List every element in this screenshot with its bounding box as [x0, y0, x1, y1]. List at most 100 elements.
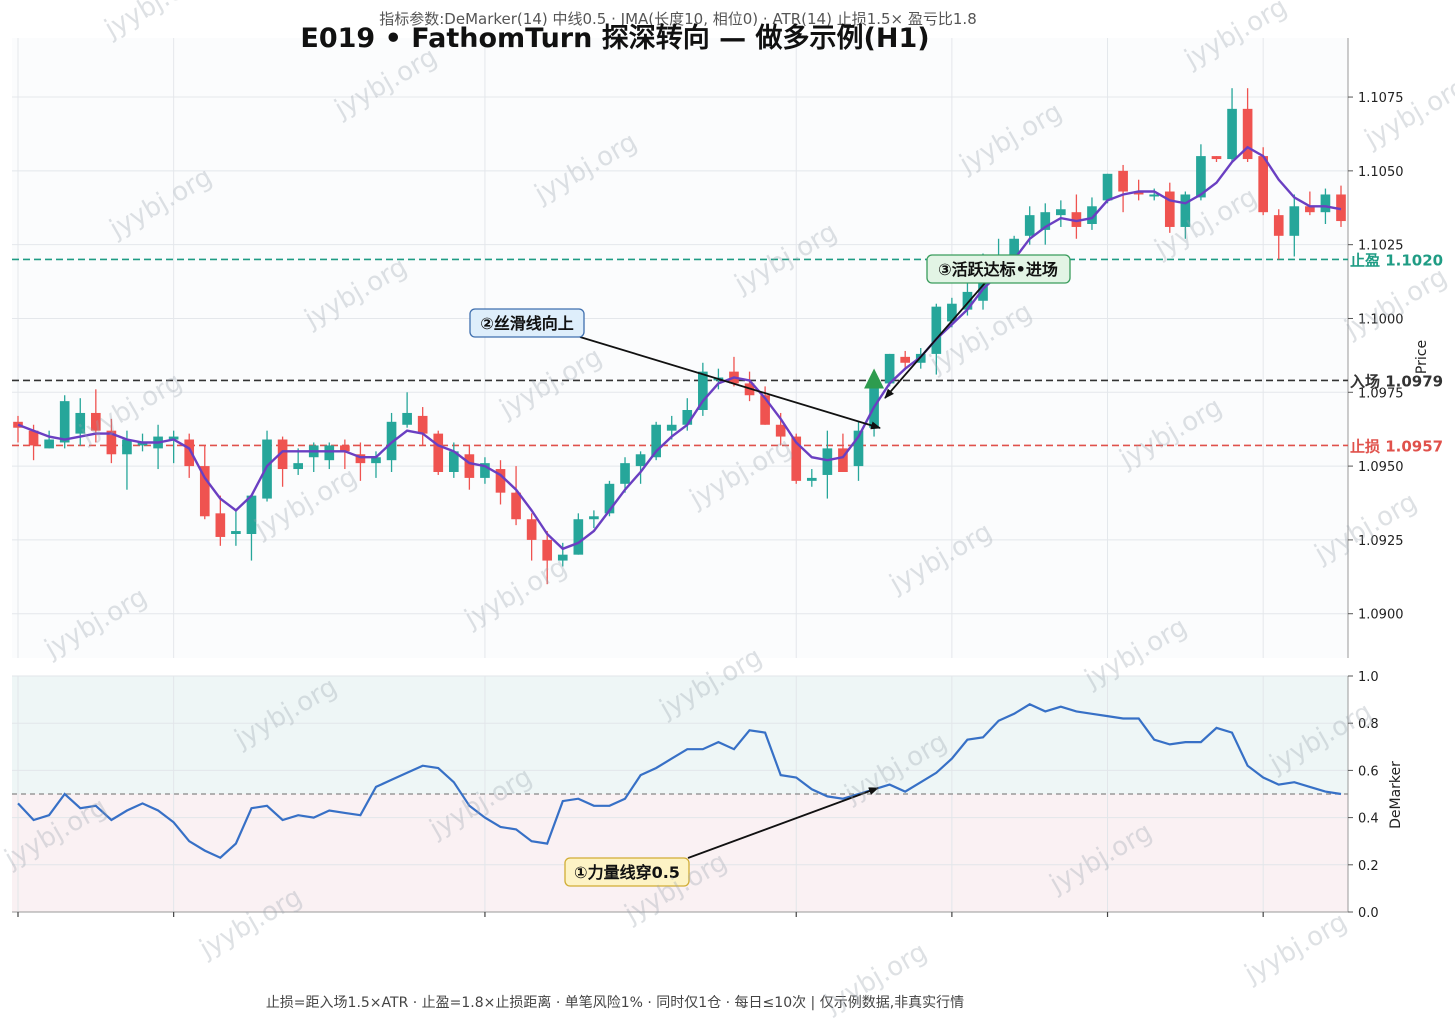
- candle-body: [822, 448, 833, 475]
- candle: [199, 445, 210, 520]
- candle: [1227, 88, 1237, 162]
- demarker-line: [17, 703, 1342, 860]
- candle: [277, 436, 288, 487]
- candle: [1258, 147, 1269, 216]
- chart-subtitle: 指标参数:DeMarker(14) 中线0.5 · JMA(长度10, 相位0)…: [379, 10, 977, 28]
- price-levels: 止盈 1.1020 入场 1.0979 止损 1.0957: [12, 251, 1443, 455]
- candle-body: [231, 531, 241, 534]
- candle-body: [1040, 212, 1051, 230]
- entry-label: 入场 1.0979: [1350, 372, 1443, 390]
- entry-marker-triangle: [864, 368, 885, 389]
- price-tick-label: 1.0950: [1358, 460, 1404, 475]
- candle-body: [13, 421, 23, 428]
- annotation-arrow: [579, 336, 881, 430]
- candle-body: [651, 424, 661, 458]
- candle-body: [511, 492, 521, 520]
- candle: [44, 430, 54, 449]
- demarker-tick-label: 0.6: [1358, 764, 1379, 779]
- candle: [448, 442, 459, 478]
- candle: [589, 510, 599, 529]
- annotation-arrow: [884, 282, 986, 399]
- candle: [246, 495, 257, 561]
- candle-body: [75, 412, 86, 434]
- candle-body: [1087, 206, 1097, 224]
- candle-body: [44, 439, 54, 449]
- candle-body: [760, 395, 770, 425]
- candle-body: [199, 466, 210, 517]
- candle-body: [1289, 206, 1300, 236]
- candle: [900, 350, 911, 369]
- candle-body: [417, 415, 428, 434]
- candle: [557, 542, 568, 567]
- candle: [231, 510, 241, 546]
- candle: [853, 421, 864, 481]
- candle-body: [106, 430, 117, 455]
- demarker-axis: 0.0 0.2 0.4 0.6 0.8 1.0: [1347, 670, 1379, 921]
- candle: [698, 362, 708, 416]
- annotation-jma-up: ②丝滑线向上: [469, 308, 881, 430]
- candle-body: [340, 445, 350, 452]
- candle: [526, 513, 537, 561]
- candle-body: [355, 454, 366, 464]
- price-tick-label: 1.0975: [1358, 386, 1404, 401]
- candle-body: [59, 401, 70, 443]
- candle-body: [168, 436, 179, 440]
- candle-body: [698, 371, 708, 410]
- candle: [838, 433, 848, 472]
- price-axis: 1.0900 1.0925 1.0950 1.0975 1.1000 1.1025 1.10…: [1347, 38, 1404, 658]
- candle: [1305, 191, 1315, 216]
- candle: [1056, 200, 1066, 227]
- candle: [1133, 179, 1144, 201]
- price-tick-label: 1.1025: [1358, 239, 1404, 254]
- candle: [1289, 194, 1300, 257]
- candle: [1102, 173, 1113, 204]
- price-tick-label: 1.0925: [1358, 534, 1404, 549]
- demarker-tick-label: 0.2: [1358, 859, 1379, 874]
- candle: [573, 513, 584, 555]
- candle-body: [838, 448, 848, 472]
- candle-body: [215, 513, 226, 537]
- candle-body: [122, 439, 132, 455]
- price-tick-label: 1.0900: [1358, 608, 1404, 623]
- candle-body: [262, 439, 272, 499]
- jma-line: [17, 145, 1342, 551]
- candle-body: [931, 306, 942, 354]
- candle-body: [1118, 170, 1128, 192]
- candle-body: [775, 424, 786, 437]
- candle-body: [495, 469, 506, 493]
- candle-body: [526, 519, 537, 540]
- candle: [1040, 203, 1051, 245]
- candle-body: [853, 430, 864, 467]
- annotation-box: [564, 857, 690, 887]
- candle-body: [573, 519, 584, 555]
- candle-body: [464, 454, 475, 478]
- candle-body: [324, 445, 335, 461]
- candle-body: [448, 451, 459, 472]
- candle-body: [1164, 191, 1175, 227]
- candle: [433, 430, 444, 475]
- candle: [324, 442, 335, 470]
- candle-body: [28, 430, 39, 446]
- demarker-lower-zone: [12, 794, 1348, 912]
- demarker-axis-label: DeMarker: [1388, 761, 1404, 829]
- candle: [184, 433, 195, 478]
- candle-body: [386, 421, 397, 461]
- chart-footer: 止损=距入场1.5×ATR · 止盈=1.8×止损距离 · 单笔风险1% · 同…: [266, 994, 964, 1011]
- price-tick-label: 1.1075: [1358, 91, 1404, 106]
- candle: [1211, 156, 1222, 162]
- candle-body: [137, 442, 148, 446]
- candle: [293, 448, 303, 475]
- candle-body: [1102, 173, 1113, 201]
- candle-body: [277, 439, 288, 470]
- candle-body: [402, 412, 412, 425]
- price-tick-label: 1.1050: [1358, 165, 1404, 180]
- candle: [1087, 197, 1097, 230]
- candle-body: [635, 454, 646, 467]
- demarker-tick-label: 0.0: [1358, 906, 1379, 921]
- candle: [884, 353, 895, 387]
- candle: [1164, 182, 1175, 233]
- demarker-tick-label: 0.4: [1358, 812, 1379, 827]
- candle: [495, 460, 506, 505]
- candle: [402, 392, 412, 428]
- annotation-box: [469, 308, 585, 338]
